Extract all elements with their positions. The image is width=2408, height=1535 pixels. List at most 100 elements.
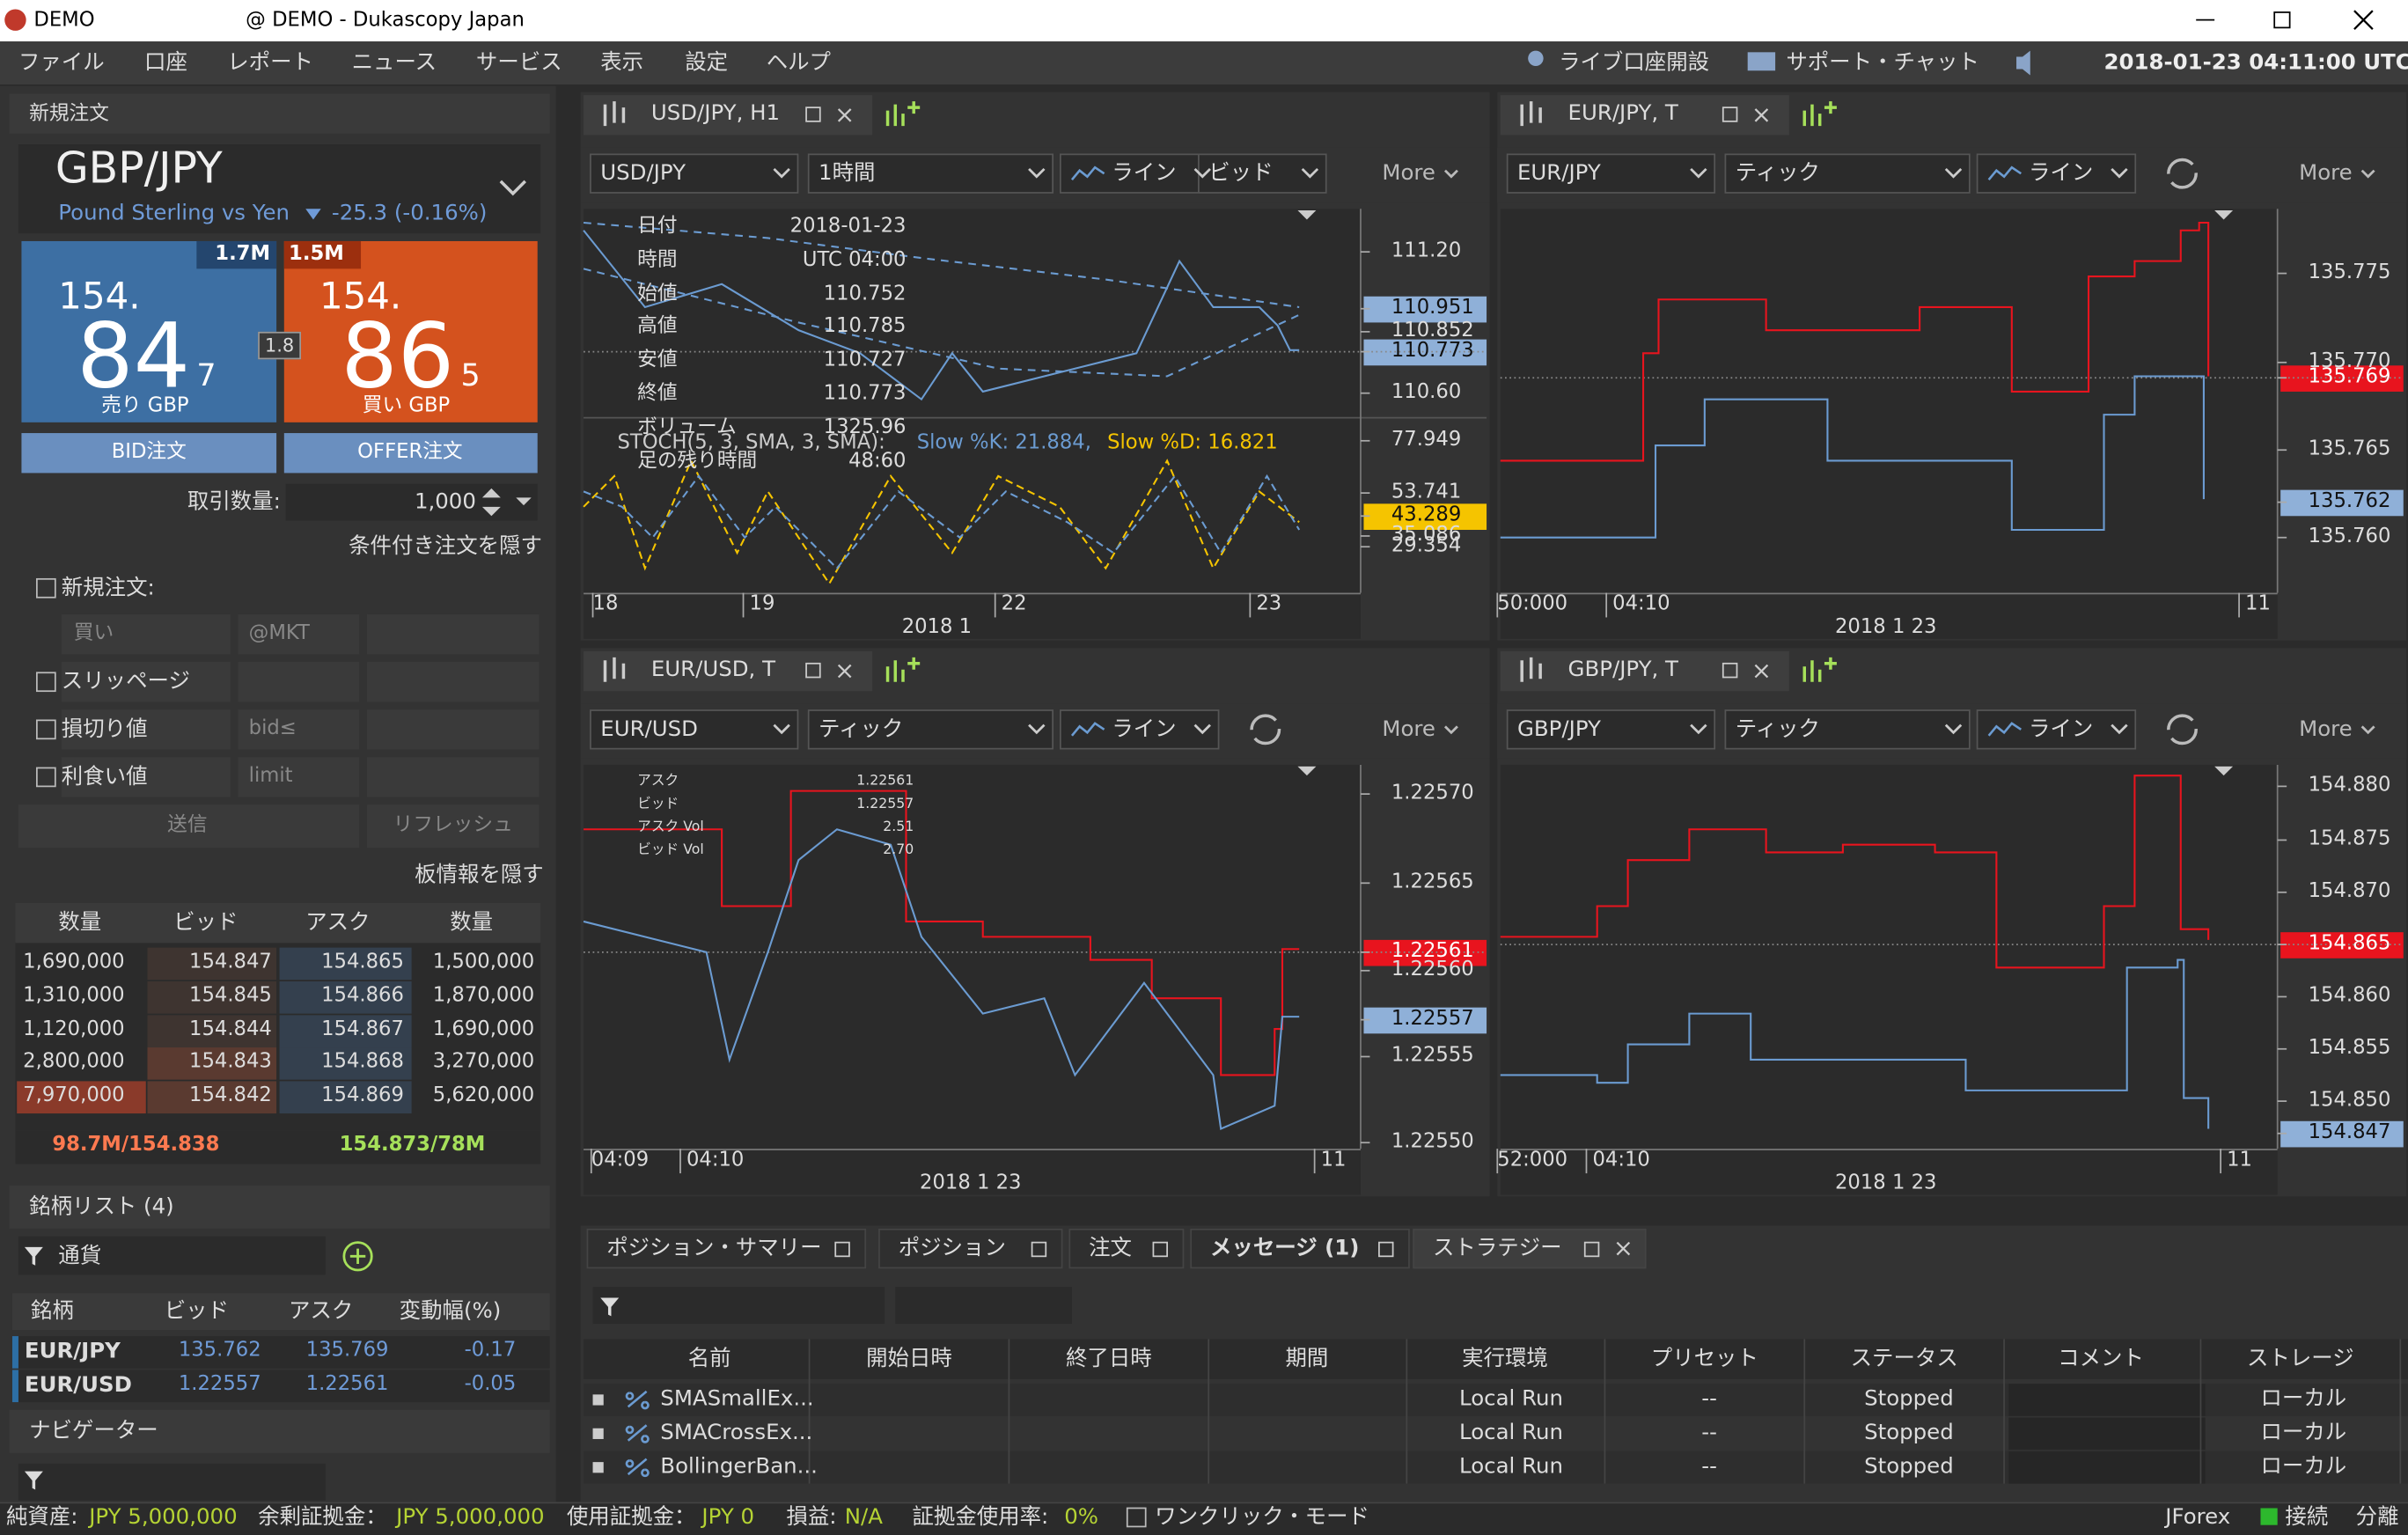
filter-label: 通貨: [58, 1244, 102, 1269]
instrument-ask: 1.22561: [305, 1372, 389, 1397]
instrument-name: EUR/USD: [24, 1372, 132, 1398]
chart-tab[interactable]: [1500, 95, 1789, 136]
hide-conditional[interactable]: 条件付き注文を隠す: [349, 534, 542, 560]
depth-qty-ask: 1,870,000: [432, 984, 535, 1008]
chart-select[interactable]: [807, 153, 1054, 194]
depth-ask: 154.869: [321, 1084, 404, 1108]
price-tag: [2280, 365, 2404, 392]
close-icon: [1616, 1241, 1631, 1256]
status-one-click: ワンクリック・モード: [1155, 1505, 1369, 1530]
more-button[interactable]: More: [2299, 161, 2353, 187]
buy-pipette: 5: [460, 356, 481, 393]
chart-select[interactable]: [807, 709, 1054, 750]
menu-item[interactable]: 口座: [144, 50, 187, 76]
live-account[interactable]: ライブ口座開設: [1559, 50, 1710, 76]
chart-select[interactable]: [590, 153, 799, 194]
y-tick-label: 154.847: [2308, 1120, 2391, 1144]
sell-box[interactable]: [21, 240, 277, 422]
depth-qty-ask: 1,690,000: [432, 1017, 535, 1041]
instrument-row[interactable]: [11, 1336, 550, 1369]
navigator-input[interactable]: [18, 1463, 326, 1501]
depth-qty-bid: 1,120,000: [23, 1017, 125, 1041]
chart-tab-label: USD/JPY, H1: [650, 101, 781, 127]
menu-item[interactable]: ニュース: [351, 50, 437, 76]
menu-item[interactable]: 表示: [600, 50, 644, 76]
chart-select-label: ビッド: [1208, 161, 1274, 187]
popout-icon: [805, 662, 821, 679]
menu-item[interactable]: レポート: [227, 50, 313, 76]
more-button[interactable]: More: [1382, 161, 1435, 187]
close-icon: [837, 664, 852, 679]
x-tick-label: 19: [749, 592, 775, 616]
price-trace: [583, 230, 1300, 401]
x-tick-label: 23: [1256, 592, 1282, 616]
depth-qty-ask: 5,620,000: [432, 1084, 535, 1108]
chart-select[interactable]: [1059, 153, 1220, 194]
buy-box[interactable]: [283, 240, 538, 422]
chart-select[interactable]: [1059, 709, 1220, 750]
chart-select[interactable]: [1976, 153, 2137, 194]
info-label: 日付: [637, 215, 678, 239]
depth-header: [15, 903, 541, 944]
strategy-icon: [625, 1390, 650, 1410]
panel-title: 銘柄リスト (4): [29, 1194, 174, 1220]
more-button[interactable]: More: [2299, 716, 2353, 742]
instrument-row[interactable]: [11, 1370, 550, 1403]
bottom-tab[interactable]: [1190, 1228, 1410, 1269]
chart-select[interactable]: [590, 709, 799, 750]
amount-input[interactable]: [285, 483, 538, 521]
sell-big: 154.: [58, 275, 141, 319]
chart-tab[interactable]: [584, 95, 873, 136]
bid-button[interactable]: [21, 433, 277, 474]
offer-button[interactable]: [283, 433, 538, 474]
add-chart-icon: [1802, 657, 1837, 682]
menu-item[interactable]: サービス: [475, 50, 562, 76]
hide-depth[interactable]: 板情報を隠す: [415, 863, 544, 888]
input-field: [367, 709, 540, 750]
bottom-tab-label: 注文: [1089, 1236, 1132, 1261]
chart-select[interactable]: [1506, 153, 1716, 194]
chart-select[interactable]: [1506, 709, 1716, 750]
send-button[interactable]: [18, 804, 360, 848]
input-field: [367, 757, 540, 797]
strategy-filter[interactable]: [592, 1287, 885, 1325]
instrument-bid: 1.22557: [178, 1372, 261, 1397]
filter-input[interactable]: [18, 1236, 326, 1275]
chart-select-label: 1時間: [819, 161, 876, 187]
support-chat[interactable]: サポート・チャット: [1786, 50, 1979, 76]
price-tag: [2280, 489, 2404, 517]
line-icon: [1987, 722, 2023, 737]
x-axis: [584, 592, 1361, 639]
select-arrow: [1028, 167, 1046, 179]
select-arrow: [1193, 723, 1211, 735]
info-value: 1.22561: [856, 774, 914, 790]
instrument-column: ビッド: [164, 1299, 229, 1325]
panel-title: 新規注文: [29, 102, 109, 127]
row-marker: [11, 1370, 18, 1403]
y-tick-label: 135.770: [2308, 349, 2391, 374]
y-tick-label: 1.22557: [1391, 1007, 1474, 1031]
instrument-column: アスク: [289, 1299, 354, 1325]
depth-qty-ask: 3,270,000: [432, 1051, 535, 1075]
x-axis: [1500, 592, 2278, 639]
live-icon: [1528, 50, 1544, 67]
chart-select[interactable]: [1724, 709, 1971, 750]
y-tick-label: 1.22555: [1391, 1044, 1474, 1068]
chart-tab[interactable]: [584, 650, 873, 692]
menu-item[interactable]: ヘルプ: [766, 50, 831, 76]
refresh-button[interactable]: [367, 804, 540, 848]
menu-item[interactable]: ファイル: [18, 50, 105, 76]
popout-icon: [1031, 1241, 1047, 1258]
add-chart-icon: [885, 101, 921, 127]
bottom-tab[interactable]: [1068, 1228, 1185, 1269]
buy-volume: 1.5M: [289, 242, 344, 266]
bottom-tab[interactable]: [586, 1228, 867, 1269]
status-equity: JPY 5,000,000: [89, 1505, 238, 1530]
chart-tab[interactable]: [1500, 650, 1789, 692]
chart-select[interactable]: [1724, 153, 1971, 194]
chart-select[interactable]: [1976, 709, 2137, 750]
menu-item[interactable]: 設定: [685, 50, 729, 76]
bottom-tab[interactable]: [1413, 1228, 1647, 1269]
depth-heat: [147, 980, 277, 1014]
more-button[interactable]: More: [1382, 716, 1435, 742]
